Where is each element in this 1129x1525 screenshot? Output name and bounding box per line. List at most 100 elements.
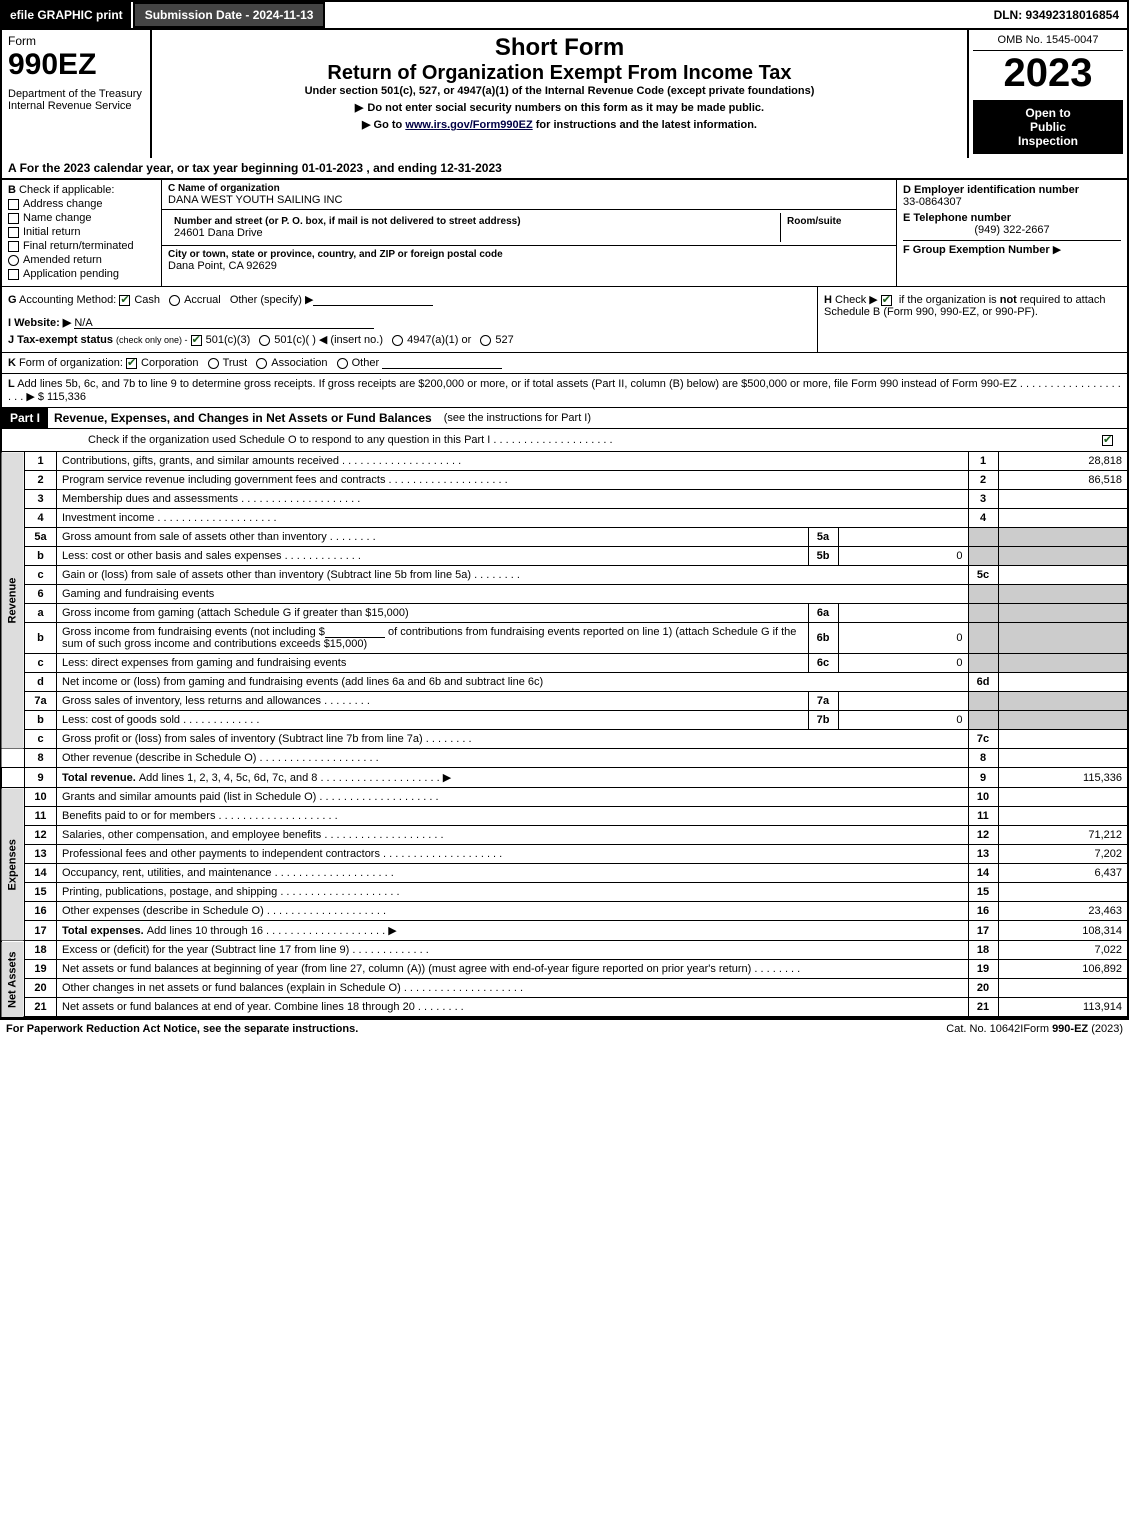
irs-link[interactable]: www.irs.gov/Form990EZ: [405, 119, 532, 131]
line-14-ln: 14: [968, 864, 998, 883]
k-o2: Trust: [223, 357, 248, 369]
chk-address-change[interactable]: [8, 199, 19, 210]
line-4-amt: [998, 509, 1128, 528]
J-label: J Tax-exempt status: [8, 334, 113, 346]
chk-association[interactable]: [256, 358, 267, 369]
chk-application-pending[interactable]: [8, 269, 19, 280]
expenses-sidelabel: Expenses: [1, 788, 25, 941]
line-6b-sub: 6b: [808, 623, 838, 654]
footer-form-year: (2023): [1088, 1023, 1123, 1035]
line-5c-amt: [998, 566, 1128, 585]
line-14-desc: Occupancy, rent, utilities, and maintena…: [57, 864, 969, 883]
j-o2: 501(c)( ) ◀ (insert no.): [274, 334, 383, 346]
line-21-ln: 21: [968, 998, 998, 1018]
line-2-amt: 86,518: [998, 471, 1128, 490]
line-6b-blank[interactable]: [325, 626, 385, 638]
org-name: DANA WEST YOUTH SAILING INC: [168, 194, 890, 206]
efile-print-label[interactable]: efile GRAPHIC print: [2, 2, 131, 28]
D-label: D Employer identification number: [903, 184, 1121, 196]
chk-cash[interactable]: [119, 295, 130, 306]
part1-title: Revenue, Expenses, and Changes in Net As…: [48, 408, 438, 428]
line-6a-sub: 6a: [808, 604, 838, 623]
k-other-line[interactable]: [382, 357, 502, 369]
org-city: Dana Point, CA 92629: [168, 260, 890, 272]
public: Public: [979, 120, 1117, 134]
row-K: K Form of organization: Corporation Trus…: [0, 353, 1129, 374]
chk-501c3[interactable]: [191, 335, 202, 346]
line-5b-num: b: [25, 547, 57, 566]
line-6d-desc: Net income or (loss) from gaming and fun…: [57, 673, 969, 692]
k-o1: Corporation: [141, 357, 198, 369]
line-6b-desc: Gross income from fundraising events (no…: [57, 623, 809, 654]
chk-accrual[interactable]: [169, 295, 180, 306]
chk-trust[interactable]: [208, 358, 219, 369]
line-7c-amt: [998, 730, 1128, 749]
inspection: Inspection: [979, 134, 1117, 148]
chk-initial-return[interactable]: [8, 227, 19, 238]
C-room-label: Room/suite: [787, 216, 884, 227]
line-9-amt: 115,336: [998, 768, 1128, 788]
line-6c-num: c: [25, 654, 57, 673]
K-label: K: [8, 357, 16, 369]
line-17-desc: Total expenses.: [62, 925, 147, 937]
g-cash: Cash: [134, 294, 160, 306]
line-10-num: 10: [25, 788, 57, 807]
line-5b-subv: 0: [838, 547, 968, 566]
chk-other-org[interactable]: [337, 358, 348, 369]
line-1-desc: Contributions, gifts, grants, and simila…: [57, 452, 969, 471]
line-7c-num: c: [25, 730, 57, 749]
line-6d-ln: 6d: [968, 673, 998, 692]
chk-527[interactable]: [480, 335, 491, 346]
g-accrual: Accrual: [184, 294, 221, 306]
F-label: F Group Exemption Number: [903, 244, 1050, 256]
line-19-num: 19: [25, 960, 57, 979]
g-other-line[interactable]: [313, 294, 433, 306]
instr-tail: for instructions and the latest informat…: [533, 119, 757, 131]
line-6c-subv: 0: [838, 654, 968, 673]
chk-final-return[interactable]: [8, 241, 19, 252]
line-9-num: 9: [25, 768, 57, 788]
chk-H[interactable]: [881, 295, 892, 306]
line-16-amt: 23,463: [998, 902, 1128, 921]
line-17-amt: 108,314: [998, 921, 1128, 941]
C-name-label: C Name of organization: [168, 183, 890, 194]
line-6b-desc-a: Gross income from fundraising events (no…: [62, 626, 325, 638]
chk-4947[interactable]: [392, 335, 403, 346]
line-19-ln: 19: [968, 960, 998, 979]
chk-501c[interactable]: [259, 335, 270, 346]
K-text: Form of organization:: [19, 357, 123, 369]
line-7a-subv: [838, 692, 968, 711]
chk-name-change[interactable]: [8, 213, 19, 224]
netassets-sidelabel: Net Assets: [1, 941, 25, 1017]
col-C: C Name of organization DANA WEST YOUTH S…: [162, 180, 897, 286]
footer-right: Form 990-EZ (2023): [1023, 1023, 1123, 1035]
submission-date: Submission Date - 2024-11-13: [133, 2, 326, 28]
line-5c-ln: 5c: [968, 566, 998, 585]
j-o1: 501(c)(3): [206, 334, 251, 346]
expenses-table: Expenses 10 Grants and similar amounts p…: [0, 788, 1129, 941]
line-11-ln: 11: [968, 807, 998, 826]
line-9-ln: 9: [968, 768, 998, 788]
chk-schedule-o[interactable]: [1102, 435, 1113, 446]
line-10-desc: Grants and similar amounts paid (list in…: [57, 788, 969, 807]
line-14-num: 14: [25, 864, 57, 883]
line-6d-amt: [998, 673, 1128, 692]
revenue-sidelabel: Revenue: [1, 452, 25, 749]
b-item-0: Address change: [23, 198, 103, 210]
line-8-num: 8: [25, 749, 57, 768]
under-section: Under section 501(c), 527, or 4947(a)(1)…: [156, 85, 963, 97]
b-item-2: Initial return: [23, 226, 80, 238]
part1-header-row: Part I Revenue, Expenses, and Changes in…: [0, 408, 1129, 429]
chk-corporation[interactable]: [126, 358, 137, 369]
chk-amended-return[interactable]: [8, 255, 19, 266]
line-3-amt: [998, 490, 1128, 509]
line-13-ln: 13: [968, 845, 998, 864]
open-to: Open to: [979, 106, 1117, 120]
line-5c-desc: Gain or (loss) from sale of assets other…: [57, 566, 969, 585]
B-heading: Check if applicable:: [19, 184, 114, 196]
phone-value: (949) 322-2667: [903, 224, 1121, 236]
line-15-amt: [998, 883, 1128, 902]
footer-mid: Cat. No. 10642I: [946, 1023, 1023, 1035]
line-6-desc: Gaming and fundraising events: [57, 585, 969, 604]
C-street-label: Number and street (or P. O. box, if mail…: [174, 216, 774, 227]
